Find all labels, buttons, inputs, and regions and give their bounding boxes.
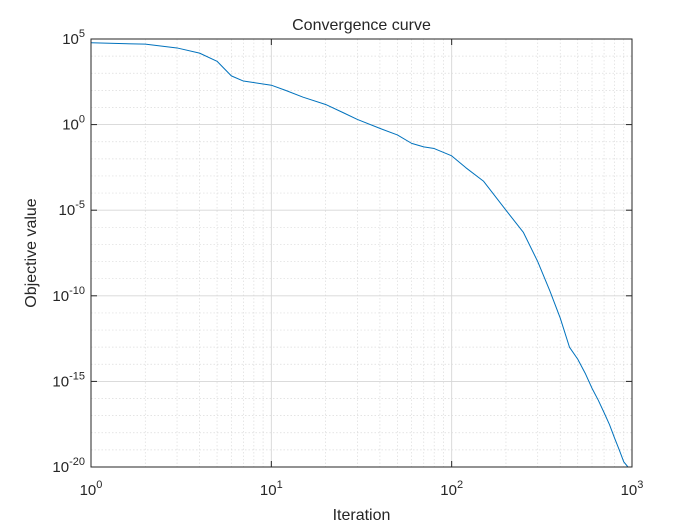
y-tick-label: 100	[62, 114, 85, 134]
y-tick-labels: 10-20 10-15 10-10 10-5 100 105	[52, 28, 85, 476]
y-axis-label: Objective value	[23, 198, 40, 307]
major-grid	[91, 39, 632, 467]
tick-marks	[90, 38, 633, 468]
y-tick-label: 10-15	[52, 370, 85, 390]
minor-grid	[91, 39, 632, 467]
x-tick-label: 101	[260, 479, 283, 499]
y-tick-label: 105	[62, 28, 85, 48]
x-axis-label: Iteration	[333, 507, 391, 524]
x-tick-label: 100	[80, 479, 103, 499]
axes-box	[90, 38, 633, 468]
y-tick-label: 10-20	[52, 456, 85, 476]
chart-title: Convergence curve	[292, 17, 431, 34]
convergence-line	[90, 42, 632, 468]
y-tick-label: 10-10	[52, 285, 85, 305]
plot-area	[91, 39, 632, 467]
x-tick-label: 102	[440, 479, 463, 499]
x-tick-labels: 100 101 102 103	[80, 479, 644, 499]
x-tick-label: 103	[621, 479, 644, 499]
y-tick-label: 10-5	[59, 199, 85, 219]
series-layer	[90, 42, 632, 468]
